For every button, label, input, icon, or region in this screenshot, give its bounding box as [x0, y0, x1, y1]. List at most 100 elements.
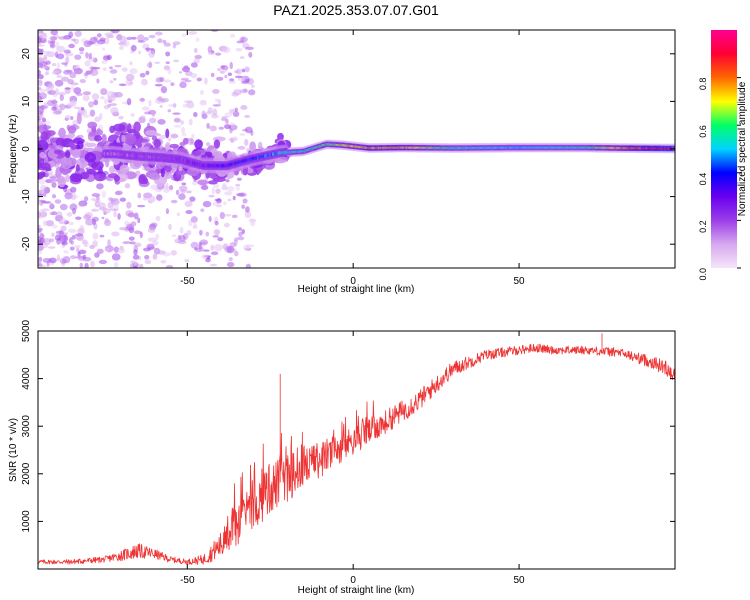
heatmap-cell — [83, 214, 92, 220]
heatmap-cell — [138, 263, 144, 268]
heatmap-cell — [102, 67, 107, 72]
heatmap-cell — [118, 115, 124, 120]
heatmap-cell — [65, 114, 71, 121]
heatmap-cell — [145, 70, 150, 76]
heatmap-cell — [76, 247, 80, 253]
heatmap-cell — [125, 73, 135, 82]
heatmap-cell — [204, 77, 208, 85]
heatmap-cell — [208, 194, 215, 198]
heatmap-cell — [257, 141, 263, 150]
heatmap-cell — [101, 190, 107, 198]
snr-background — [38, 331, 675, 569]
heatmap-cell — [237, 145, 246, 150]
heatmap-cell — [153, 138, 162, 148]
heatmap-cell — [178, 165, 183, 172]
heatmap-cell — [91, 208, 97, 212]
heatmap-cell — [124, 183, 131, 189]
heatmap-cell — [179, 141, 186, 147]
heatmap-cell — [126, 98, 132, 106]
heatmap-cell — [186, 229, 192, 236]
heatmap-cell — [42, 257, 52, 264]
heatmap-cell — [150, 222, 158, 228]
heatmap-cell — [229, 122, 235, 126]
heatmap-cell — [79, 262, 84, 268]
heatmap-cell — [89, 109, 96, 117]
heatmap-cell — [38, 189, 47, 195]
heatmap-cell — [170, 199, 178, 204]
heatmap-cell — [190, 62, 198, 68]
heatmap-cell — [144, 47, 154, 51]
heatmap-cell — [38, 69, 41, 76]
spectrogram-heatmap — [38, 30, 675, 268]
heatmap-cell — [94, 116, 101, 123]
heatmap-cell — [193, 247, 198, 251]
heatmap-cell — [165, 61, 170, 64]
heatmap-cell — [70, 186, 77, 193]
heatmap-cell — [207, 107, 213, 114]
heatmap-cell — [75, 164, 80, 172]
heatmap-cell — [213, 176, 226, 183]
heatmap-cell — [104, 247, 109, 252]
heatmap-cell — [70, 116, 74, 120]
heatmap-cell — [51, 232, 55, 238]
snr-y-axis: 1000 2000 3000 4000 5000 — [21, 319, 675, 533]
heatmap-cell — [45, 220, 54, 227]
heatmap-cell — [222, 46, 231, 54]
heatmap-cell — [110, 107, 119, 115]
heatmap-cell — [82, 256, 92, 262]
heatmap-cell — [74, 106, 81, 110]
y-tick-label: 5000 — [21, 319, 32, 342]
heatmap-cell — [191, 133, 195, 139]
heatmap-cell — [200, 89, 204, 95]
heatmap-cell — [42, 50, 51, 55]
heatmap-cell — [173, 124, 182, 128]
heatmap-cell — [99, 112, 103, 120]
snr-series-line — [38, 333, 675, 565]
heatmap-cell — [63, 249, 69, 254]
heatmap-cell — [133, 121, 141, 133]
heatmap-cell — [157, 38, 163, 43]
heatmap-cell — [250, 220, 256, 227]
heatmap-cell — [138, 174, 146, 185]
heatmap-cell — [157, 96, 163, 102]
heatmap-cell — [156, 161, 165, 170]
heatmap-cell — [248, 51, 253, 58]
heatmap-cell — [126, 201, 132, 209]
chart-title: PAZ1.2025.353.07.07.G01 — [273, 2, 439, 18]
heatmap-cell — [129, 61, 133, 66]
heatmap-cell — [211, 170, 217, 176]
heatmap-cell — [100, 96, 105, 100]
heatmap-cell — [211, 113, 219, 119]
y-tick-label: -10 — [21, 189, 32, 204]
heatmap-cell — [38, 120, 46, 126]
heatmap-cell — [188, 31, 198, 35]
heatmap-cell — [38, 95, 43, 101]
heatmap-cell — [179, 226, 184, 234]
heatmap-cell — [183, 65, 189, 70]
heatmap-cell — [236, 68, 243, 75]
heatmap-cell — [137, 204, 146, 208]
heatmap-cell — [235, 183, 241, 187]
heatmap-cell — [190, 72, 198, 79]
spectrogram-y-axis: -20 -10 0 10 20 — [21, 48, 675, 251]
heatmap-cell — [119, 164, 130, 174]
heatmap-cell — [186, 167, 200, 177]
heatmap-cell — [173, 59, 180, 63]
heatmap-cell — [57, 176, 67, 188]
heatmap-cell — [49, 202, 54, 209]
heatmap-cell — [38, 193, 44, 197]
heatmap-cell — [227, 198, 232, 202]
heatmap-cell — [163, 42, 171, 47]
heatmap-cell — [155, 77, 163, 83]
heatmap-cell — [72, 65, 79, 70]
heatmap-cell — [219, 70, 225, 74]
heatmap-cell — [128, 81, 134, 85]
heatmap-cell — [144, 111, 152, 115]
heatmap-cell — [129, 241, 136, 245]
heatmap-cell — [213, 244, 223, 252]
heatmap-cell — [85, 218, 94, 226]
heatmap-cell — [47, 246, 56, 249]
heatmap-cell — [111, 253, 121, 261]
heatmap-cell — [103, 98, 108, 105]
heatmap-cell — [119, 45, 124, 50]
